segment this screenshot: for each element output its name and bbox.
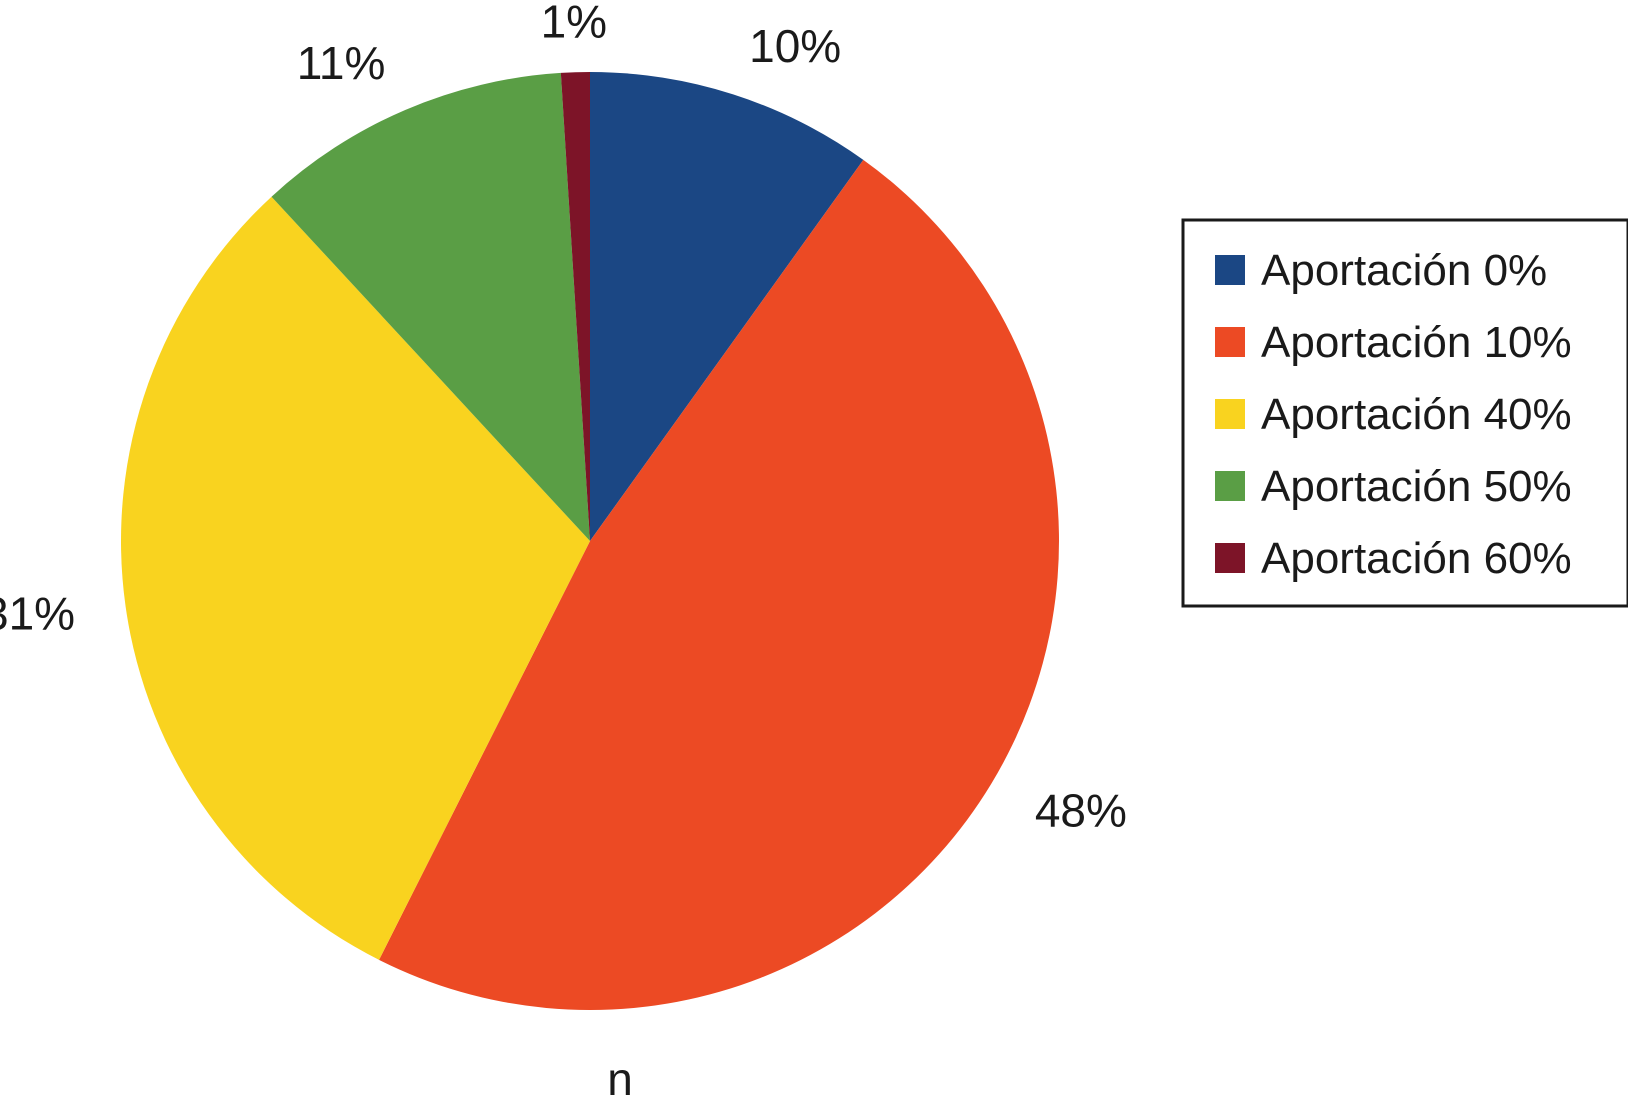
legend-swatch-2: [1215, 327, 1245, 357]
legend-swatch-4: [1215, 471, 1245, 501]
pie-slice-1: [590, 72, 864, 541]
legend-swatch-3: [1215, 399, 1245, 429]
legend-label-2: Aportación 10%: [1261, 318, 1572, 367]
pie-slice-3: [120, 196, 591, 960]
legend: Aportación 0% Aportación 10% Aportación 40…: [1181, 218, 1628, 608]
legend-label-3: Aportación 40%: [1261, 390, 1572, 439]
slice-label-3: 31%: [0, 588, 75, 640]
pie-slices: [120, 72, 1060, 1011]
legend-box: [1181, 218, 1628, 608]
legend-swatch-1: [1215, 255, 1245, 285]
legend-swatch-5: [1215, 543, 1245, 573]
slice-label-5: 1%: [541, 0, 607, 47]
pie-slice-5: [560, 72, 590, 541]
pie-slice-labels: 10% 48% 31% 11% 1%: [0, 0, 1127, 836]
chart-caption: n: [607, 1053, 633, 1105]
legend-label-4: Aportación 50%: [1261, 462, 1572, 511]
slice-label-2: 48%: [1035, 784, 1127, 836]
legend-label-5: Aportación 60%: [1261, 534, 1572, 583]
slice-label-4: 11%: [297, 37, 386, 89]
legend-label-1: Aportación 0%: [1261, 246, 1547, 295]
slice-label-1: 10%: [749, 20, 841, 72]
pie-slice-2: [379, 159, 1060, 1011]
pie-slice-4: [271, 72, 590, 542]
